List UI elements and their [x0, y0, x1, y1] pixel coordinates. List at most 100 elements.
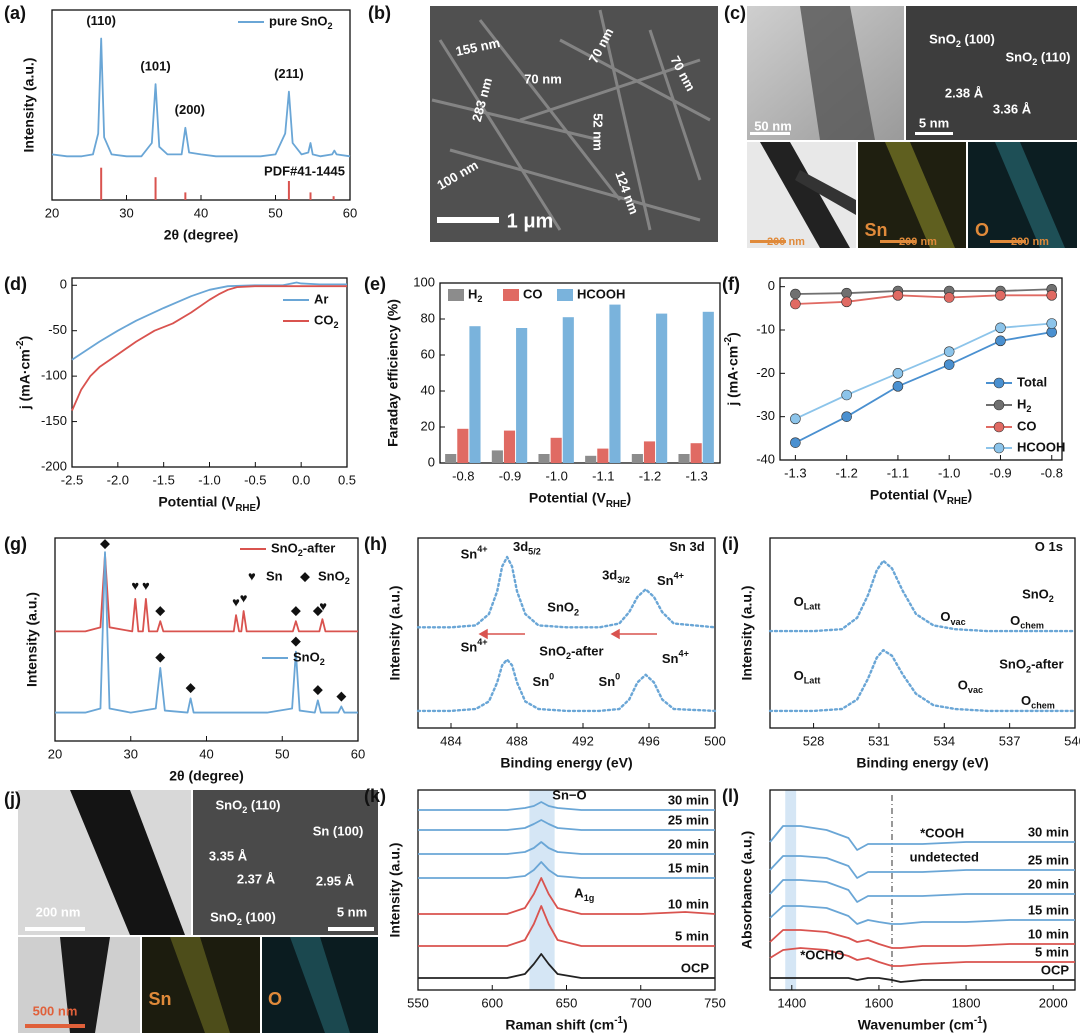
annotation: OLatt [794, 594, 821, 612]
image-label: Sn [864, 220, 887, 240]
series-line [416, 658, 717, 713]
image-label: 200 nm [899, 236, 937, 248]
x-tick-label: 500 [704, 733, 726, 748]
bar [550, 437, 562, 463]
image-label: SnO2 (110) [1005, 49, 1070, 67]
panel-label: (c) [724, 3, 746, 23]
x-tick-label: -1.1 [592, 468, 614, 483]
data-point [892, 368, 904, 379]
data-point [995, 335, 1006, 347]
x-tick-label: 540 [1064, 733, 1080, 748]
annotation: Ovac [940, 609, 965, 627]
chart-panel: (a) 20 30 40 50 60 2θ (degree) Intensity (a.u.)… [4, 3, 357, 243]
series-line [418, 841, 715, 855]
x-tick-label: 484 [440, 733, 462, 748]
x-axis-label: Binding energy (eV) [856, 755, 988, 771]
annotation: *OCHO [800, 947, 844, 962]
axes-frame [769, 789, 1076, 991]
x-tick-label: -0.8 [1041, 465, 1063, 480]
data-point [841, 389, 852, 401]
x-tick-label: -1.2 [835, 465, 857, 480]
image-label: 52 nm [591, 113, 606, 151]
bar [457, 428, 469, 463]
data-point [790, 413, 801, 425]
legend-label: H2 [468, 286, 482, 304]
y-axis-label: Intensity (a.u.) [387, 843, 403, 938]
x-tick-label: 50 [275, 746, 289, 761]
data-point [841, 296, 852, 308]
bar [469, 326, 481, 463]
x-tick-label: 20 [45, 205, 59, 220]
annotation: Ochem [1021, 693, 1055, 711]
series-line [55, 553, 358, 633]
chart-panel: (l) 1400 1600 1800 2000 Wavenumber (cm-1) Abso… [722, 786, 1076, 1033]
data-point [790, 437, 801, 448]
data-point [1046, 318, 1058, 329]
image-label: 200 nm [767, 236, 805, 248]
panel-label: (a) [4, 3, 26, 23]
axes-frame [71, 277, 348, 468]
series-label: 20 min [668, 836, 709, 851]
series-line [795, 322, 1052, 420]
y-tick-label: 60 [421, 346, 435, 361]
annotation: ♥ [232, 594, 240, 609]
annotation: SnO2-after [999, 657, 1063, 675]
data-point [995, 290, 1006, 301]
x-tick-label: 488 [506, 733, 528, 748]
panel-label: (e) [364, 274, 386, 294]
x-axis-label: Potential (VRHE) [870, 487, 972, 507]
data-point [943, 359, 955, 370]
x-tick-label: 492 [572, 733, 594, 748]
series-label: 25 min [668, 812, 709, 827]
axes-frame [417, 537, 716, 729]
panel-label: (d) [4, 274, 27, 294]
x-tick-label: 50 [268, 205, 282, 220]
legend-swatch [503, 289, 519, 301]
series-label: 20 min [1028, 876, 1069, 891]
data-point [943, 292, 955, 303]
panel-label: (b) [368, 3, 391, 23]
image-label: 5 nm [919, 115, 949, 130]
annotation: ♥ [319, 598, 327, 613]
image-label: O [268, 989, 282, 1009]
x-axis-label: Raman shift (cm-1) [505, 1015, 627, 1033]
x-tick-label: 537 [999, 733, 1021, 748]
y-axis-label: Intensity (a.u.) [21, 58, 37, 153]
y-tick-label: -40 [756, 451, 775, 466]
x-tick-label: -1.3 [685, 468, 707, 483]
annotation: (110) [86, 13, 116, 28]
legend-label: HCOOH [1017, 439, 1065, 454]
y-tick-label: -150 [41, 413, 67, 428]
annotation: Sn4+ [461, 638, 488, 655]
chart-panel: (d) -2.5 -2.0 -1.5 -1.0 -0.5 0.0 0.5 -200 -150 -10… [4, 274, 356, 514]
image-label: 3.36 Å [993, 101, 1032, 116]
series-label: 10 min [1028, 926, 1069, 941]
bar [678, 454, 690, 463]
x-axis-label: Potential (VRHE) [529, 490, 631, 510]
image-label: 2.37 Å [237, 871, 276, 886]
annotation: (211) [274, 66, 304, 81]
annotation: SnO2 [1022, 586, 1054, 604]
x-tick-label: 0.5 [338, 472, 356, 487]
image-label: SnO2 (100) [929, 31, 995, 49]
annotation: Sn4+ [461, 545, 488, 562]
image-label: 3.35 Å [209, 848, 248, 863]
annotation: SnO2 [547, 600, 579, 618]
annotation: (200) [175, 102, 205, 117]
legend-label: SnO2-after [271, 540, 335, 558]
highlight-band [785, 790, 797, 990]
panel-label: (h) [364, 534, 387, 554]
annotation: ◆ [291, 633, 301, 648]
x-tick-label: 1400 [777, 995, 806, 1010]
axes-frame [779, 277, 1063, 461]
image-label: 200 nm [36, 904, 81, 919]
x-tick-label: 20 [48, 746, 62, 761]
x-tick-label: 1800 [952, 995, 981, 1010]
image-label: SnO2 (110) [215, 797, 280, 815]
annotation: undetected [910, 849, 979, 864]
panel-label: (g) [4, 534, 27, 554]
x-tick-label: 650 [556, 995, 578, 1010]
legend-marker [993, 377, 1005, 389]
annotation: OLatt [794, 668, 821, 686]
x-tick-label: 534 [933, 733, 955, 748]
